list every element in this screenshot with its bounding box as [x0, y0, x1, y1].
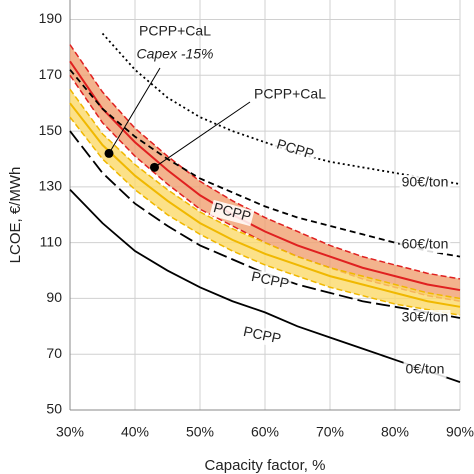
- point: [104, 148, 114, 158]
- x-tick-label: 80%: [381, 424, 409, 440]
- y-tick-label: 190: [39, 10, 63, 26]
- x-axis-title: Capacity factor, %: [205, 457, 326, 474]
- annotation: Capex -15%: [136, 46, 213, 62]
- annotation: PCPP+CaL: [254, 86, 326, 102]
- x-tick-label: 50%: [186, 424, 214, 440]
- annotation: 0€/ton: [406, 361, 445, 377]
- x-tick-label: 60%: [251, 424, 279, 440]
- annotation-bg: [399, 310, 451, 326]
- x-tick-label: 90%: [446, 424, 474, 440]
- annotation: 60€/ton: [402, 236, 449, 252]
- annotation: 90€/ton: [402, 174, 449, 190]
- y-tick-label: 130: [39, 178, 63, 194]
- annotation-bg: [272, 136, 318, 164]
- y-tick-label: 70: [46, 345, 62, 361]
- y-tick-label: 170: [39, 66, 63, 82]
- leader-line: [108, 67, 161, 154]
- line: [69, 69, 461, 258]
- annotation-bg: [403, 362, 447, 378]
- x-tick-label: 30%: [56, 424, 84, 440]
- annotation: PCPP: [242, 323, 283, 347]
- band-line: [69, 60, 461, 292]
- annotation: PCPP: [250, 268, 291, 292]
- annotation-bg: [399, 237, 451, 253]
- annotation: PCPP+CaL: [139, 23, 211, 39]
- band-edge: [69, 88, 461, 300]
- band-area: [70, 44, 460, 302]
- band-area: [70, 89, 460, 316]
- y-tick-label: 90: [46, 289, 62, 305]
- x-tick-label: 40%: [121, 424, 149, 440]
- annotation-bg: [239, 323, 285, 349]
- annotation: 30€/ton: [402, 309, 449, 325]
- annotation-bg: [247, 268, 293, 294]
- y-tick-label: 150: [39, 122, 63, 138]
- y-tick-label: 50: [46, 401, 62, 417]
- leader-line: [154, 101, 251, 168]
- band-line: [69, 102, 461, 308]
- line: [69, 189, 461, 383]
- annotation-bg: [209, 199, 255, 227]
- y-axis-title: LCOE, €/MWh: [7, 167, 24, 264]
- x-tick-label: 70%: [316, 424, 344, 440]
- band-edge: [69, 44, 461, 280]
- point: [150, 162, 159, 172]
- annotation-bg: [399, 175, 451, 191]
- y-tick-label: 110: [40, 233, 63, 249]
- line: [69, 130, 461, 319]
- band-edge: [69, 116, 461, 316]
